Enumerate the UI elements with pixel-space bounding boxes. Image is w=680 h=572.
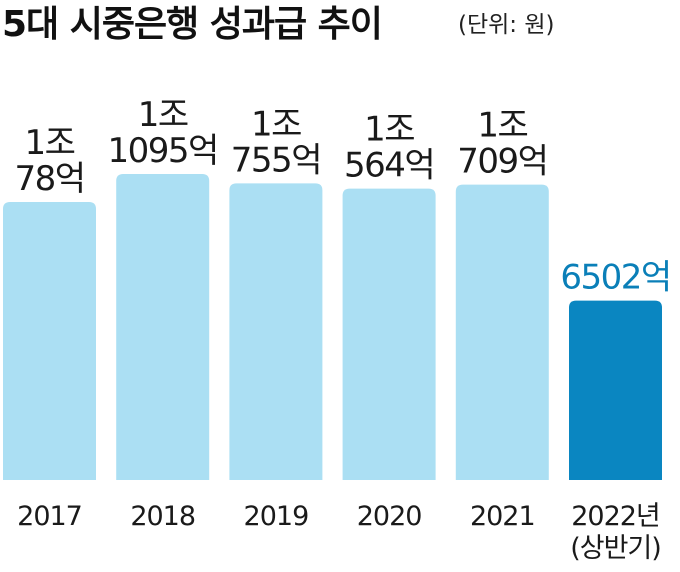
chart-title: 5대 시중은행 성과급 추이 bbox=[2, 4, 382, 45]
bar bbox=[229, 183, 323, 480]
bars-layer bbox=[3, 173, 662, 480]
bar-value-label: 1조 bbox=[477, 106, 527, 146]
category-label: (상반기) bbox=[570, 533, 661, 564]
bar-value-label: 564억 bbox=[344, 146, 434, 186]
bar-value-label: 78억 bbox=[14, 159, 84, 199]
bar-value-label: 1조 bbox=[251, 104, 301, 144]
bar-value-label: 1조 bbox=[138, 95, 188, 135]
bar-value-label: 1조 bbox=[25, 123, 75, 163]
bar bbox=[3, 202, 96, 480]
bar-value-label: 1조 bbox=[364, 110, 414, 150]
bar-value-label: 6502억 bbox=[560, 258, 670, 298]
category-label: 2021 bbox=[470, 501, 535, 532]
bar-value-label: 755억 bbox=[231, 140, 321, 180]
category-label: 2019 bbox=[244, 501, 309, 532]
bar bbox=[455, 184, 549, 480]
category-label: 2017 bbox=[17, 501, 82, 532]
chart-unit: (단위: 원) bbox=[458, 12, 555, 38]
bar-highlight bbox=[569, 300, 662, 480]
bar bbox=[116, 173, 210, 480]
category-label: 2018 bbox=[130, 501, 195, 532]
bar bbox=[342, 188, 436, 480]
category-label: 2022년 bbox=[571, 501, 660, 532]
bar-value-label: 709억 bbox=[457, 142, 547, 182]
bar-value-label: 1095억 bbox=[108, 131, 218, 171]
category-label: 2020 bbox=[357, 501, 422, 532]
category-labels-layer: 2017 2018 2019 2020 2021 2022년(상반기) bbox=[17, 501, 662, 564]
